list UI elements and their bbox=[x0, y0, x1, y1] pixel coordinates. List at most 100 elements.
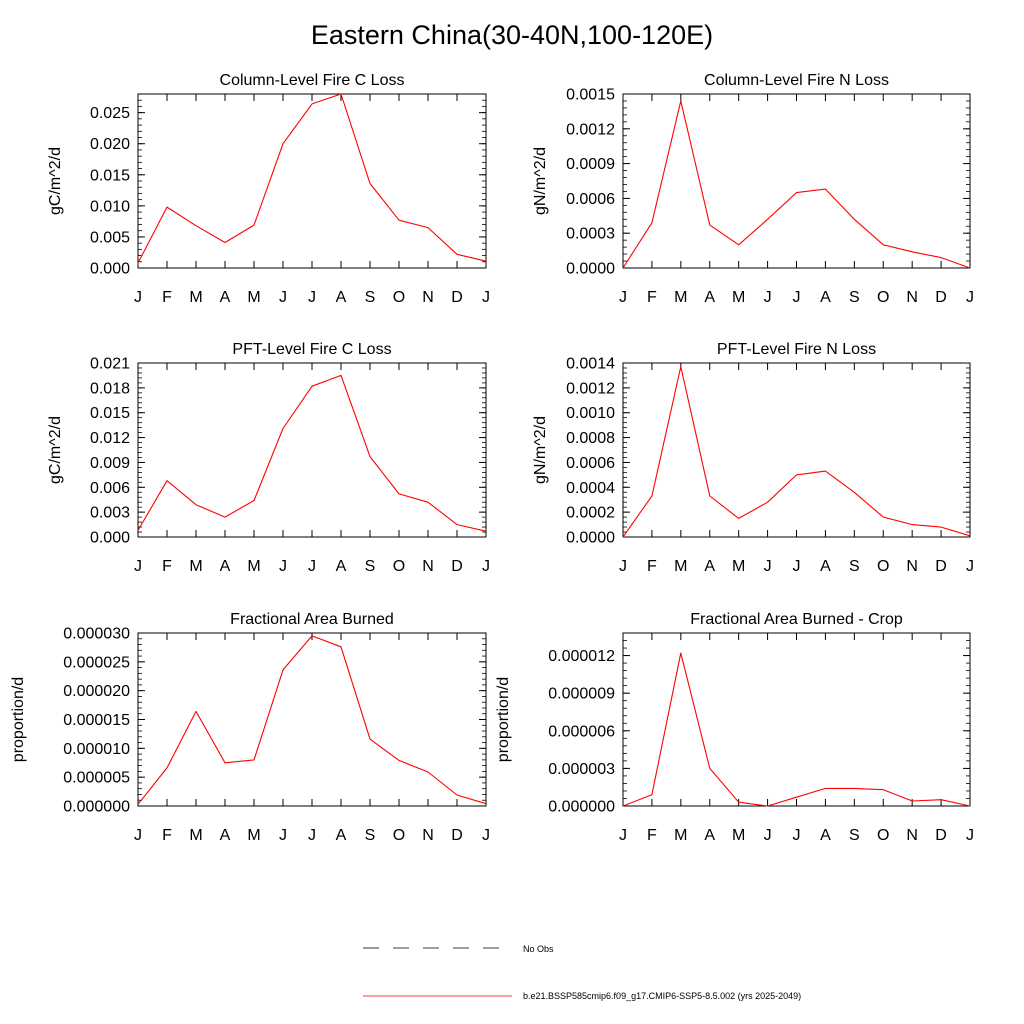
legend-label-simulation: b.e21.BSSP585cmip6.f09_g17.CMIP6-SSP5-8.… bbox=[523, 991, 801, 1001]
x-tick-label: M bbox=[732, 827, 745, 844]
y-tick-label: 0.000015 bbox=[63, 712, 130, 729]
y-tick-label: 0.0006 bbox=[566, 455, 615, 472]
x-tick-label: J bbox=[764, 827, 772, 844]
panel-title: PFT-Level Fire N Loss bbox=[717, 341, 876, 358]
x-tick-label: M bbox=[674, 289, 687, 306]
x-tick-label: A bbox=[704, 558, 715, 575]
y-tick-label: 0.025 bbox=[90, 105, 130, 122]
x-tick-label: J bbox=[793, 289, 801, 306]
x-tick-label: J bbox=[279, 289, 287, 306]
x-tick-label: S bbox=[365, 827, 376, 844]
plot-frame bbox=[622, 93, 971, 269]
x-tick-label: J bbox=[764, 289, 772, 306]
x-tick-label: N bbox=[906, 289, 918, 306]
y-tick-label: 0.010 bbox=[90, 198, 130, 215]
y-axis-label: gC/m^2/d bbox=[47, 416, 64, 484]
y-tick-label: 0.0014 bbox=[566, 356, 615, 373]
legend-label-no-obs: No Obs bbox=[523, 944, 554, 954]
plot-frame bbox=[622, 632, 971, 807]
x-tick-label: J bbox=[966, 289, 974, 306]
y-tick-label: 0.006 bbox=[90, 480, 130, 497]
x-tick-label: F bbox=[647, 289, 657, 306]
x-tick-label: A bbox=[820, 827, 831, 844]
x-tick-label: S bbox=[365, 289, 376, 306]
x-tick-label: D bbox=[935, 558, 947, 575]
y-tick-label: 0.0000 bbox=[566, 261, 615, 278]
y-axis-label: gC/m^2/d bbox=[47, 147, 64, 215]
y-tick-label: 0.000005 bbox=[63, 770, 130, 787]
panel-1: Column-Level Fire C Loss gC/m^2/d 0.000 0.0… bbox=[47, 72, 490, 306]
x-tick-label: F bbox=[162, 289, 172, 306]
x-tick-label: J bbox=[966, 558, 974, 575]
x-tick-label: J bbox=[279, 558, 287, 575]
x-tick-label: J bbox=[482, 558, 490, 575]
y-tick-label: 0.0012 bbox=[566, 380, 615, 397]
x-tick-label: J bbox=[279, 827, 287, 844]
y-axis-label: proportion/d bbox=[10, 677, 27, 762]
x-tick-label: M bbox=[189, 558, 202, 575]
x-tick-label: S bbox=[849, 289, 860, 306]
panel-2: Column-Level Fire N Loss gN/m^2/d 0.0000 0.… bbox=[532, 72, 974, 306]
x-tick-label: J bbox=[966, 827, 974, 844]
y-axis-label: gN/m^2/d bbox=[532, 147, 549, 215]
x-tick-label: S bbox=[365, 558, 376, 575]
panel-title: Fractional Area Burned - Crop bbox=[690, 611, 903, 628]
x-tick-label: A bbox=[704, 827, 715, 844]
x-tick-label: N bbox=[422, 289, 434, 306]
y-tick-label: 0.0004 bbox=[566, 480, 615, 497]
x-tick-label: J bbox=[619, 558, 627, 575]
y-tick-label: 0.0002 bbox=[566, 505, 615, 522]
y-tick-label: 0.0009 bbox=[566, 156, 615, 173]
x-tick-label: M bbox=[732, 558, 745, 575]
y-tick-label: 0.000009 bbox=[548, 686, 615, 703]
series-line-1 bbox=[622, 100, 971, 269]
x-tick-label: A bbox=[220, 558, 231, 575]
x-tick-label: F bbox=[647, 558, 657, 575]
x-tick-label: D bbox=[451, 558, 463, 575]
y-tick-label: 0.000025 bbox=[63, 654, 130, 671]
x-tick-label: O bbox=[393, 289, 405, 306]
x-tick-label: D bbox=[935, 289, 947, 306]
x-tick-label: A bbox=[704, 289, 715, 306]
x-tick-label: A bbox=[820, 558, 831, 575]
panel-3: PFT-Level Fire C Loss gC/m^2/d 0.000 0.003 0… bbox=[47, 341, 490, 575]
panel-title: Column-Level Fire C Loss bbox=[220, 72, 405, 89]
x-tick-label: J bbox=[134, 558, 142, 575]
x-tick-label: J bbox=[134, 289, 142, 306]
x-tick-label: N bbox=[906, 827, 918, 844]
x-tick-label: J bbox=[482, 289, 490, 306]
x-tick-label: J bbox=[308, 558, 316, 575]
y-tick-label: 0.000010 bbox=[63, 741, 130, 758]
panel-4: PFT-Level Fire N Loss gN/m^2/d 0.0000 0.000… bbox=[532, 341, 974, 575]
y-tick-label: 0.0008 bbox=[566, 430, 615, 447]
x-tick-label: A bbox=[220, 827, 231, 844]
y-tick-label: 0.000003 bbox=[548, 761, 615, 778]
panel-5: Fractional Area Burned proportion/d 0.0000… bbox=[10, 611, 490, 844]
x-tick-label: O bbox=[877, 827, 889, 844]
x-tick-label: M bbox=[247, 827, 260, 844]
x-tick-label: J bbox=[482, 827, 490, 844]
plot-frame bbox=[137, 632, 487, 807]
series-line-1 bbox=[137, 635, 487, 805]
y-tick-label: 0.000020 bbox=[63, 683, 130, 700]
y-tick-label: 0.000012 bbox=[548, 648, 615, 665]
y-tick-label: 0.015 bbox=[90, 405, 130, 422]
x-tick-label: D bbox=[451, 289, 463, 306]
x-tick-label: F bbox=[647, 827, 657, 844]
y-tick-label: 0.003 bbox=[90, 505, 130, 522]
x-tick-label: M bbox=[732, 289, 745, 306]
x-tick-label: A bbox=[336, 558, 347, 575]
x-tick-label: F bbox=[162, 558, 172, 575]
series-line-1 bbox=[137, 93, 487, 264]
x-tick-label: J bbox=[619, 289, 627, 306]
y-tick-label: 0.021 bbox=[90, 356, 130, 373]
y-tick-label: 0.0010 bbox=[566, 405, 615, 422]
y-tick-label: 0.0006 bbox=[566, 191, 615, 208]
y-tick-label: 0.000030 bbox=[63, 626, 130, 643]
plot-frame bbox=[137, 93, 487, 269]
series-line-1 bbox=[622, 366, 971, 538]
y-tick-label: 0.018 bbox=[90, 380, 130, 397]
x-tick-label: O bbox=[393, 558, 405, 575]
y-axis-label: proportion/d bbox=[495, 677, 512, 762]
